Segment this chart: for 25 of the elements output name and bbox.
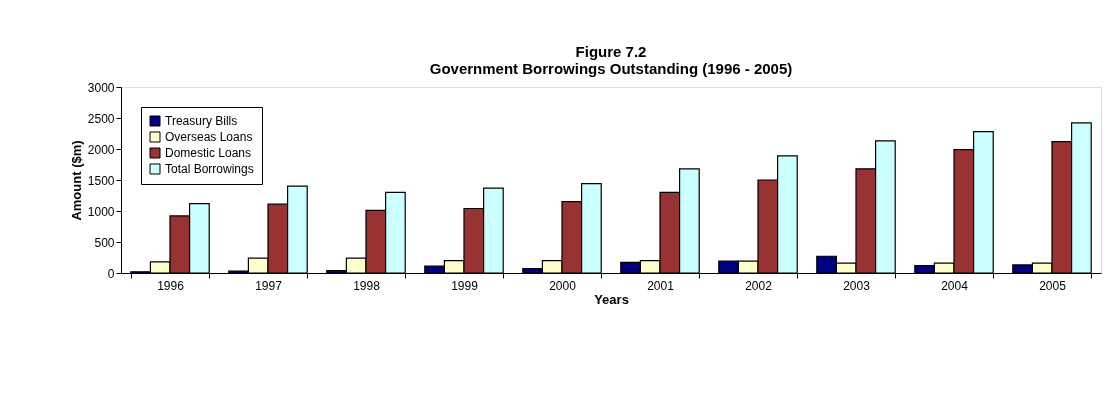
text: Government Borrowings Outstanding (1996 - 2005)	[429, 60, 793, 77]
text: Figure 7.2	[575, 43, 647, 60]
x-tick-label: 1996	[157, 278, 185, 293]
legend-label: Domestic Loans	[165, 146, 252, 160]
y-axis-title: Amount ($m)	[68, 140, 84, 221]
x-axis-title: Years	[594, 291, 629, 307]
x-tick-label: 1998	[353, 278, 381, 293]
legend-label: Overseas Loans	[165, 130, 253, 144]
y-tick-label: 0	[107, 266, 115, 281]
x-tick-label: 2000	[549, 278, 577, 293]
x-tick-label: 1997	[255, 278, 283, 293]
y-tick-label: 3000	[87, 80, 115, 95]
x-tick-label: 2002	[745, 278, 773, 293]
legend-label: Treasury Bills	[165, 114, 238, 128]
legend-label: Total Borrowings	[165, 162, 254, 176]
y-tick-label: 1000	[87, 204, 115, 219]
x-tick-label: 2004	[941, 278, 969, 293]
x-tick-label: 2001	[647, 278, 675, 293]
y-tick-label: 2500	[87, 111, 115, 126]
x-tick-label: 1999	[451, 278, 479, 293]
y-tick-label: 500	[94, 235, 115, 250]
y-tick-label: 1500	[87, 173, 115, 188]
y-tick-label: 2000	[87, 142, 115, 157]
x-tick-label: 2003	[843, 278, 871, 293]
x-tick-label: 2005	[1039, 278, 1067, 293]
